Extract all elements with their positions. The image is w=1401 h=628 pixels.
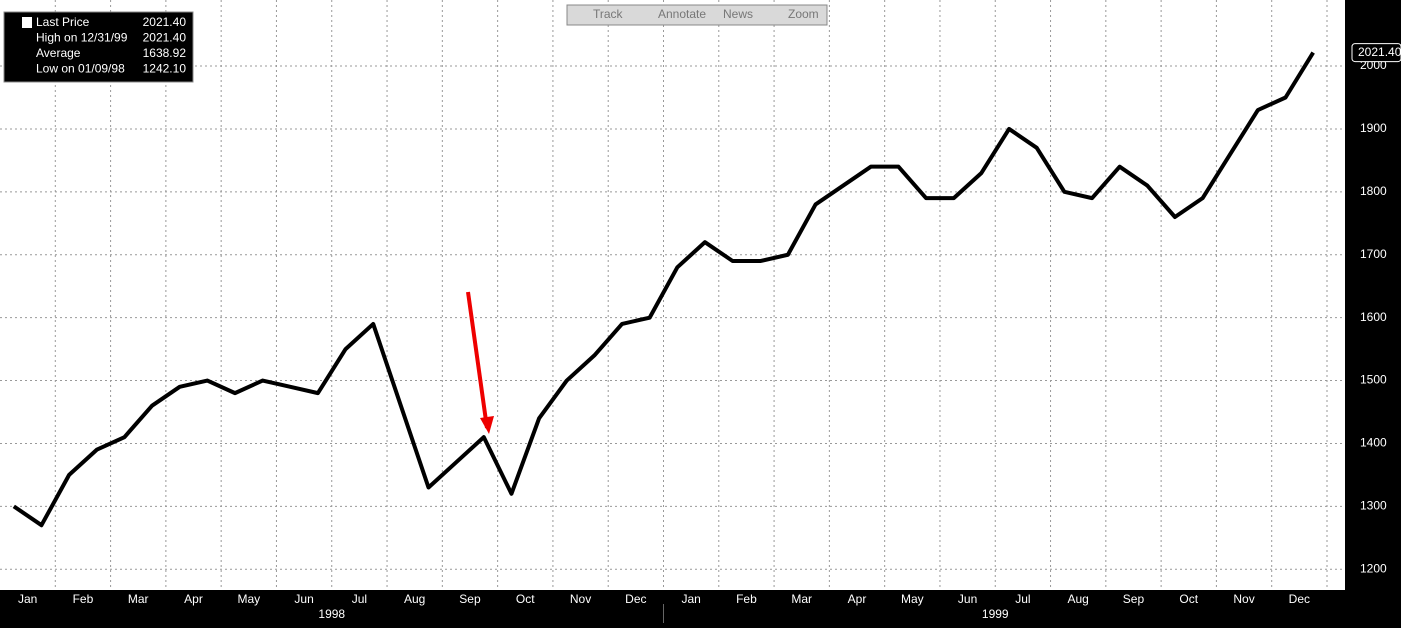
toolbar: Track Annotate News Zoom	[566, 4, 828, 26]
year-label: 1998	[318, 607, 345, 621]
last-price-tag: 2021.40	[1358, 45, 1401, 59]
x-tick-label: Jan	[681, 592, 700, 606]
y-tick-label: 1500	[1360, 373, 1387, 387]
x-tick-label: Apr	[848, 592, 867, 606]
x-tick-label: Dec	[625, 592, 646, 606]
legend-label: High on 12/31/99	[36, 31, 128, 45]
legend-value: 2021.40	[143, 15, 187, 29]
x-tick-label: Jun	[958, 592, 977, 606]
x-tick-label: Feb	[73, 592, 94, 606]
toolbar-button[interactable]: Annotate	[658, 7, 706, 21]
x-tick-label: Aug	[1068, 592, 1089, 606]
x-tick-label: Sep	[459, 592, 481, 606]
x-tick-label: Mar	[791, 592, 812, 606]
year-label: 1999	[982, 607, 1009, 621]
legend-label: Low on 01/09/98	[36, 62, 125, 76]
legend-box	[3, 11, 194, 83]
x-tick-label: May	[237, 592, 260, 606]
x-tick-label: Nov	[570, 592, 591, 606]
x-tick-label: Jul	[1015, 592, 1030, 606]
x-tick-label: Jul	[352, 592, 367, 606]
legend-label: Last Price	[36, 15, 90, 29]
x-tick-label: Aug	[404, 592, 425, 606]
legend: Last Price 2021.40 High on 12/31/99 2021.40…	[3, 11, 194, 83]
x-tick-label: Sep	[1123, 592, 1145, 606]
toolbar-button[interactable]: Track	[593, 7, 624, 21]
y-tick-label: 1300	[1360, 499, 1387, 513]
last-price-tag-bg	[1351, 43, 1401, 63]
toolbar-bg	[566, 4, 828, 26]
y-tick-label: 1600	[1360, 310, 1387, 324]
annotation-arrow-head	[480, 416, 494, 434]
x-tick-label: Dec	[1289, 592, 1310, 606]
toolbar-button[interactable]: Zoom	[788, 7, 819, 21]
y-tick-label: 1200	[1360, 561, 1387, 575]
x-tick-label: Oct	[1179, 592, 1198, 606]
x-tick-label: Oct	[516, 592, 535, 606]
legend-value: 2021.40	[143, 31, 187, 45]
x-tick-label: May	[901, 592, 924, 606]
x-tick-label: Mar	[128, 592, 149, 606]
x-tick-label: Nov	[1233, 592, 1254, 606]
x-tick-label: Feb	[736, 592, 757, 606]
y-tick-label: 1800	[1360, 184, 1387, 198]
legend-value: 1638.92	[143, 46, 187, 60]
plot-area	[0, 0, 1345, 590]
x-tick-label: Jun	[294, 592, 313, 606]
y-tick-label: 1400	[1360, 436, 1387, 450]
toolbar-button[interactable]: News	[723, 7, 753, 21]
legend-swatch	[22, 17, 32, 28]
x-tick-label: Jan	[18, 592, 37, 606]
y-tick-label: 1700	[1360, 247, 1387, 261]
price-line	[12, 51, 1315, 528]
x-tick-label: Apr	[184, 592, 203, 606]
y-tick-label: 1900	[1360, 121, 1387, 135]
legend-value: 1242.10	[143, 62, 187, 76]
legend-label: Average	[36, 46, 81, 60]
annotation-arrow	[466, 291, 489, 429]
